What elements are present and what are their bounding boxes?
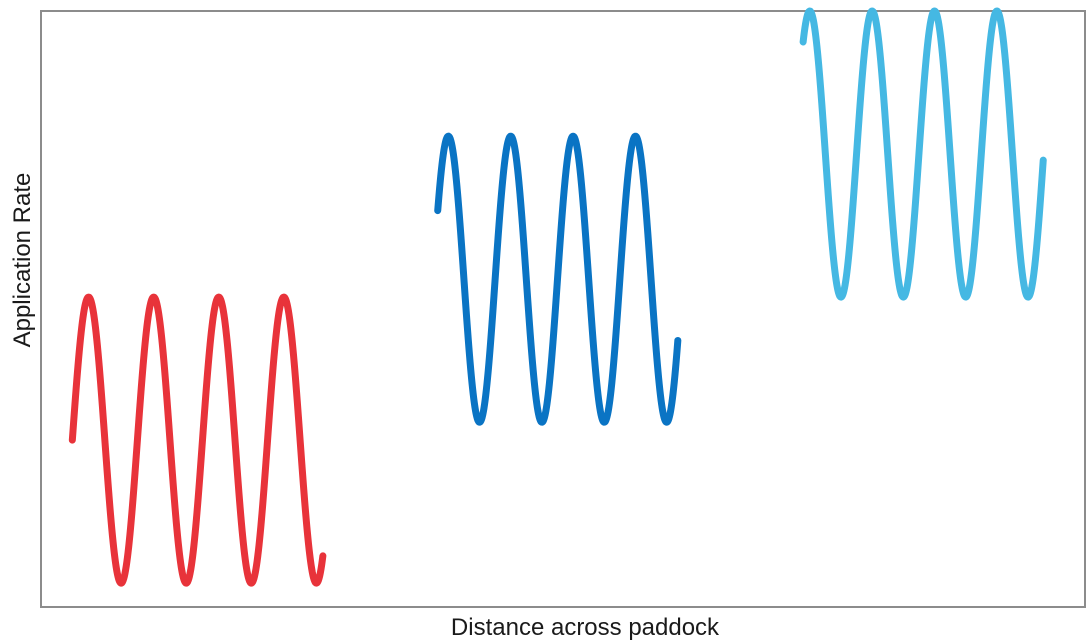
x-axis-label: Distance across paddock: [451, 614, 720, 641]
series-group: [68, 7, 1047, 587]
y-axis-label: Application Rate: [9, 173, 36, 348]
series-line-3: [799, 7, 1047, 301]
series-line-1: [68, 293, 327, 587]
series-line-2: [434, 132, 682, 426]
